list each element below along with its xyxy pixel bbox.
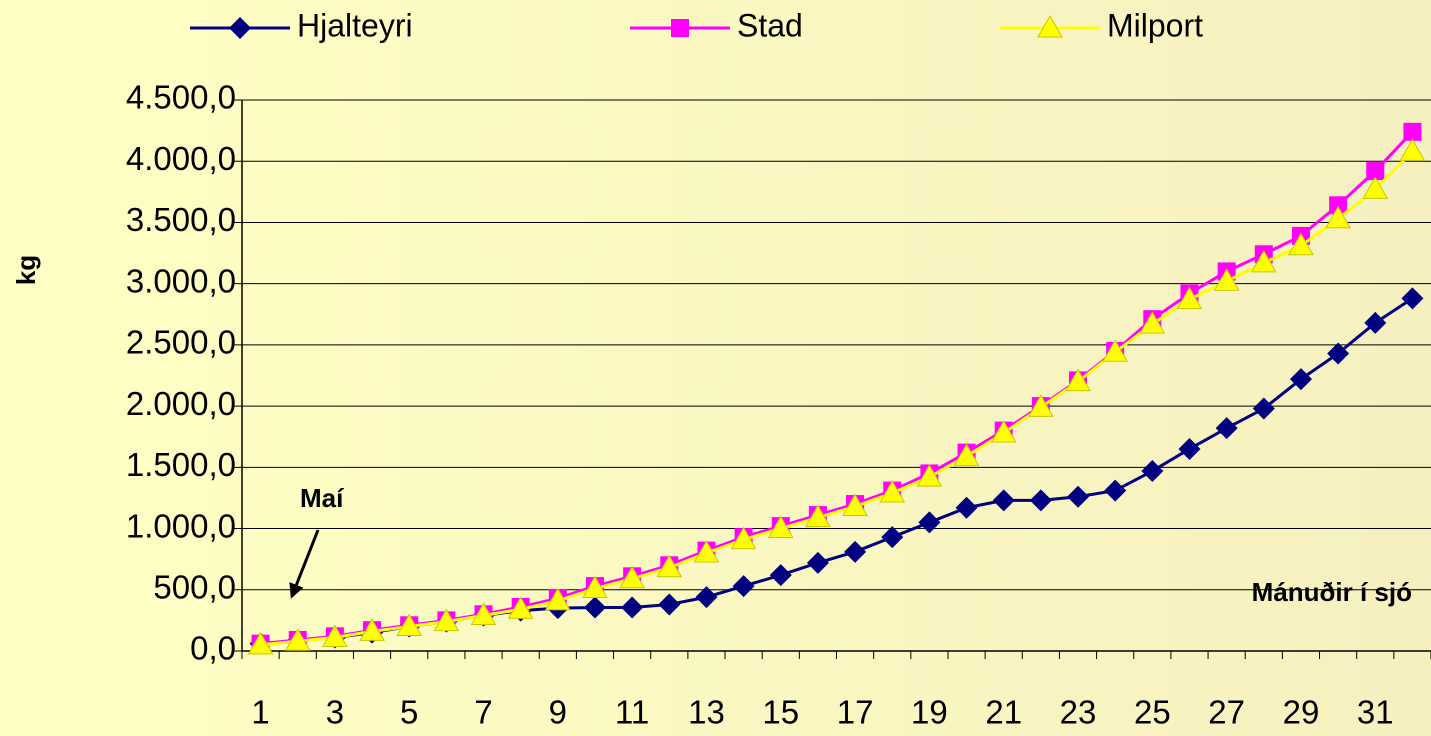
x-tick-label: 31 <box>1357 694 1394 731</box>
x-tick-label: 29 <box>1283 694 1320 731</box>
x-tick-label: 11 <box>615 694 649 731</box>
data-point <box>284 628 311 651</box>
data-point <box>470 602 497 625</box>
data-point <box>767 515 794 539</box>
data-point <box>359 618 385 641</box>
data-point <box>730 526 757 550</box>
data-point <box>1399 138 1426 161</box>
data-point <box>879 480 906 503</box>
data-point <box>955 496 978 519</box>
x-tick-label: 7 <box>474 694 492 731</box>
data-point <box>247 631 274 655</box>
legend-marker <box>229 17 251 39</box>
data-point <box>1362 176 1389 199</box>
data-point <box>1401 287 1424 310</box>
data-point <box>1027 394 1054 417</box>
x-tick-label: 21 <box>985 694 1022 731</box>
data-point <box>1029 489 1052 512</box>
data-point <box>842 493 868 517</box>
data-point <box>656 554 683 578</box>
x-tick-label: 13 <box>688 694 725 731</box>
data-point <box>1139 311 1166 334</box>
x-axis-label: Mánuðir í sjó <box>1252 577 1412 607</box>
data-point <box>544 587 571 611</box>
data-point <box>916 464 943 487</box>
data-point <box>1403 122 1422 141</box>
y-tick-label: 4.000,0 <box>126 140 236 177</box>
data-point <box>582 575 608 599</box>
x-tick-label: 17 <box>837 694 874 731</box>
data-point <box>844 540 867 563</box>
y-tick-label: 500,0 <box>153 568 236 605</box>
data-point <box>1327 342 1350 365</box>
y-tick-label: 2.000,0 <box>126 385 236 422</box>
data-point <box>1178 437 1201 460</box>
data-point <box>1065 368 1091 392</box>
x-tick-label: 1 <box>251 694 269 731</box>
legend-marker <box>1037 14 1063 38</box>
data-point <box>396 613 423 637</box>
data-point <box>1215 417 1238 440</box>
data-point <box>1288 232 1314 256</box>
data-point <box>1141 460 1164 483</box>
x-tick-label: 5 <box>400 694 418 731</box>
x-tick-label: 15 <box>762 694 799 731</box>
data-point <box>769 564 792 587</box>
data-point <box>732 575 755 598</box>
data-point <box>1250 249 1277 273</box>
y-tick-label: 3.000,0 <box>126 262 236 299</box>
data-point <box>918 511 941 534</box>
data-point <box>1213 268 1240 291</box>
data-point <box>433 608 460 632</box>
x-tick-label: 9 <box>549 694 567 731</box>
data-point <box>1067 485 1090 508</box>
data-point <box>621 596 644 619</box>
data-point <box>953 443 980 466</box>
data-point <box>1102 339 1129 362</box>
data-point <box>507 596 534 619</box>
data-point <box>1366 162 1385 181</box>
data-point <box>1104 479 1127 502</box>
data-point <box>881 526 904 549</box>
x-tick-label: 3 <box>326 694 344 731</box>
data-point <box>1176 286 1203 310</box>
y-tick-label: 1.000,0 <box>126 507 236 544</box>
y-tick-label: 0,0 <box>190 630 236 667</box>
data-point <box>1289 368 1312 391</box>
legend-label: Milport <box>1107 7 1203 43</box>
data-point <box>806 551 829 574</box>
legend-label: Stad <box>737 7 803 43</box>
y-tick-label: 3.500,0 <box>126 201 236 238</box>
legend-label: Hjalteyri <box>297 7 413 43</box>
data-point <box>1325 205 1351 229</box>
data-point <box>805 504 831 528</box>
data-point <box>990 420 1017 443</box>
y-tick-label: 2.500,0 <box>126 324 236 361</box>
data-point <box>1364 311 1387 334</box>
x-tick-label: 25 <box>1134 694 1171 731</box>
annotation-arrow <box>289 529 320 599</box>
data-point <box>992 489 1015 512</box>
y-axis-label: kg <box>11 255 41 285</box>
x-tick-label: 27 <box>1208 694 1245 731</box>
legend-marker <box>671 19 689 37</box>
data-point <box>583 596 606 619</box>
data-point <box>1252 397 1275 420</box>
annotation: Maí <box>300 483 344 513</box>
data-point <box>695 586 718 609</box>
data-point <box>693 540 720 563</box>
y-tick-label: 1.500,0 <box>126 446 236 483</box>
y-tick-label: 4.500,0 <box>126 79 236 116</box>
x-tick-label: 19 <box>911 694 948 731</box>
data-point <box>322 624 348 648</box>
data-point <box>658 593 681 616</box>
x-tick-label: 23 <box>1060 694 1097 731</box>
data-point <box>619 565 646 589</box>
data-point <box>1329 196 1348 215</box>
